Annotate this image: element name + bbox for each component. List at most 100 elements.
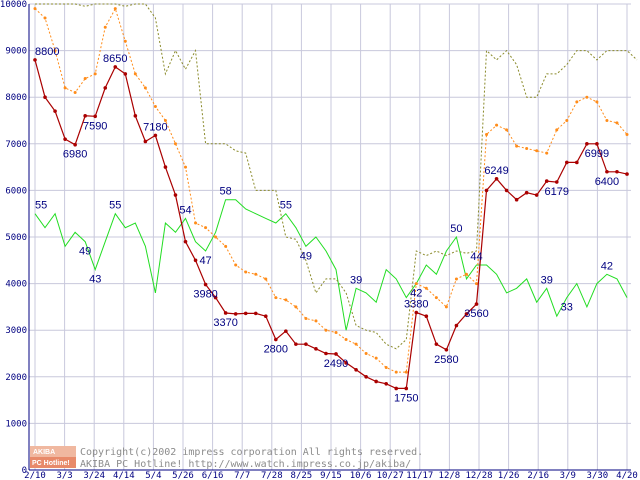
data-label: 3560 xyxy=(464,308,488,320)
price-point xyxy=(243,311,248,316)
price-point xyxy=(73,142,77,147)
x-tick-label: 9/15 xyxy=(320,471,342,480)
price-point xyxy=(123,72,128,76)
price-point xyxy=(153,133,158,138)
price-point xyxy=(615,169,619,174)
price-point xyxy=(464,312,469,316)
price-point xyxy=(605,169,609,174)
x-tick-label: 12/28 xyxy=(465,471,492,480)
y-tick-label: 10000 xyxy=(0,0,27,10)
average-point xyxy=(454,277,458,281)
data-label: 3380 xyxy=(404,298,428,310)
price-point xyxy=(213,295,218,300)
price-point xyxy=(364,375,368,379)
average-point xyxy=(384,365,388,369)
data-label: 7590 xyxy=(83,120,107,132)
data-label: 7180 xyxy=(143,121,167,133)
average-point xyxy=(485,132,489,136)
average-point xyxy=(444,305,448,309)
price-point xyxy=(253,311,258,316)
average-point xyxy=(555,128,559,132)
average-point xyxy=(424,286,428,290)
average-point xyxy=(394,370,398,374)
series-line-shops xyxy=(34,199,628,331)
y-tick-label: 4000 xyxy=(5,280,27,290)
average-point xyxy=(264,277,268,281)
price-point xyxy=(494,176,499,181)
price-point xyxy=(424,314,429,319)
y-tick-label: 8000 xyxy=(5,93,27,103)
price-point xyxy=(625,172,629,176)
average-point xyxy=(53,49,57,53)
price-point xyxy=(183,239,188,244)
price-point xyxy=(534,193,539,197)
price-point xyxy=(595,142,599,146)
price-point xyxy=(113,65,118,69)
data-label: 2800 xyxy=(264,344,288,356)
average-point xyxy=(194,221,198,225)
x-tick-label: 8/25 xyxy=(291,471,313,480)
y-tick-label: 7000 xyxy=(5,140,27,150)
x-tick-label: 2/10 xyxy=(24,471,46,480)
y-axis-ticks: 0 1000 2000 3000 4000 5000 6000 7000 8000 9000 100… xyxy=(0,0,27,476)
average-point xyxy=(204,226,208,230)
price-point xyxy=(263,314,268,319)
average-point xyxy=(63,86,67,90)
x-tick-label: 12/8 xyxy=(439,471,461,480)
average-point xyxy=(113,7,117,11)
price-point xyxy=(103,86,108,90)
average-point xyxy=(244,270,248,274)
average-point xyxy=(103,25,107,29)
average-point xyxy=(234,263,238,267)
price-point xyxy=(514,197,519,202)
price-point xyxy=(133,114,138,118)
price-point xyxy=(314,347,318,351)
data-label: 47 xyxy=(199,255,211,267)
average-point xyxy=(224,244,228,248)
average-point xyxy=(143,86,147,90)
data-label: 8650 xyxy=(103,53,127,65)
x-tick-label: 4/14 xyxy=(113,471,135,480)
price-point xyxy=(304,342,308,346)
price-point xyxy=(474,302,479,306)
average-point xyxy=(374,356,378,360)
price-point xyxy=(93,114,98,119)
series-line-upper xyxy=(35,3,638,350)
average-point xyxy=(153,105,157,109)
price-point xyxy=(274,337,278,342)
chart-data-labels: 8800 6980 7590 8650 7180 3980 3370 2800 2490 1750… xyxy=(35,46,619,405)
price-point xyxy=(554,180,559,184)
price-point xyxy=(43,95,47,99)
average-point xyxy=(214,235,218,239)
data-label: 1750 xyxy=(394,392,418,404)
average-point xyxy=(595,100,599,104)
x-tick-label: 6/16 xyxy=(202,471,224,480)
data-label: 42 xyxy=(601,260,613,272)
average-point xyxy=(464,272,468,276)
x-axis-ticks: 2/10 3/3 3/24 4/14 5/4 5/26 6/16 7/7 7/28 8/25 9/1… xyxy=(24,471,638,480)
price-point xyxy=(203,282,208,287)
average-point xyxy=(133,72,137,76)
footer-watermark: AKIBA PC Hotline! Copyright(c)2002 impre… xyxy=(30,446,423,470)
data-label: 55 xyxy=(280,200,292,212)
akiba-logo: AKIBA PC Hotline! xyxy=(30,446,76,468)
x-tick-label: 4/20 xyxy=(616,471,638,480)
logo-top-text: AKIBA xyxy=(33,449,55,456)
data-label: 54 xyxy=(179,204,191,216)
price-point xyxy=(193,258,198,263)
data-label: 55 xyxy=(109,200,121,212)
average-point xyxy=(334,331,338,335)
average-point xyxy=(123,39,127,43)
average-point xyxy=(284,298,288,302)
x-tick-label: 3/24 xyxy=(83,471,105,480)
data-label: 2580 xyxy=(434,354,458,366)
data-label: 49 xyxy=(300,250,312,262)
price-point xyxy=(53,109,57,113)
data-label: 8800 xyxy=(35,46,59,58)
average-point xyxy=(184,165,188,169)
price-point xyxy=(284,329,288,333)
x-tick-label: 5/4 xyxy=(145,471,161,480)
data-label: 44 xyxy=(470,251,482,263)
y-tick-label: 6000 xyxy=(5,186,27,196)
